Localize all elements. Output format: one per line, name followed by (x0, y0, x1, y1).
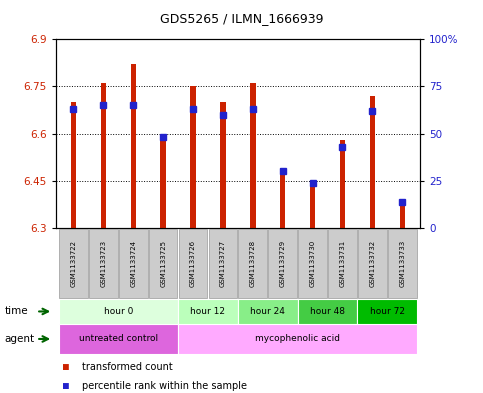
Bar (179, 229, 207, 298)
Text: hour 0: hour 0 (104, 307, 133, 316)
Text: hour 72: hour 72 (370, 307, 405, 316)
Text: transformed count: transformed count (82, 362, 173, 373)
Text: GSM1133727: GSM1133727 (220, 240, 226, 287)
Bar (209, 229, 237, 298)
Text: percentile rank within the sample: percentile rank within the sample (82, 381, 247, 391)
Text: time: time (5, 307, 28, 316)
Bar (178, 324, 417, 354)
Text: untreated control: untreated control (79, 334, 158, 343)
Text: GSM1133729: GSM1133729 (280, 240, 286, 287)
Text: GSM1133733: GSM1133733 (399, 240, 405, 287)
Bar (369, 96, 375, 228)
Text: hour 12: hour 12 (190, 307, 226, 316)
Bar (310, 184, 315, 228)
Bar (388, 229, 417, 298)
Text: ■: ■ (63, 381, 69, 391)
Bar (220, 102, 226, 228)
Bar (100, 83, 106, 228)
Text: GSM1133732: GSM1133732 (369, 240, 375, 287)
Bar (280, 168, 285, 228)
Text: GSM1133722: GSM1133722 (71, 240, 76, 287)
Bar (357, 299, 417, 324)
Bar (71, 102, 76, 228)
Bar (119, 229, 148, 298)
Bar (130, 64, 136, 228)
Bar (149, 229, 177, 298)
Text: mycophenolic acid: mycophenolic acid (255, 334, 340, 343)
Bar (250, 83, 256, 228)
Bar (298, 299, 357, 324)
Bar (160, 134, 166, 228)
Text: GSM1133725: GSM1133725 (160, 240, 166, 287)
Text: hour 48: hour 48 (310, 307, 345, 316)
Text: GSM1133730: GSM1133730 (310, 240, 315, 287)
Text: GDS5265 / ILMN_1666939: GDS5265 / ILMN_1666939 (160, 12, 323, 25)
Bar (358, 229, 387, 298)
Bar (238, 299, 298, 324)
Text: GSM1133726: GSM1133726 (190, 240, 196, 287)
Bar (239, 229, 267, 298)
Bar (89, 229, 118, 298)
Bar (58, 299, 178, 324)
Bar (328, 229, 357, 298)
Text: ■: ■ (63, 362, 69, 373)
Bar (298, 229, 327, 298)
Text: GSM1133724: GSM1133724 (130, 240, 136, 287)
Bar (399, 203, 405, 228)
Bar (178, 299, 238, 324)
Text: GSM1133731: GSM1133731 (340, 240, 345, 287)
Bar (58, 324, 178, 354)
Bar (340, 140, 345, 228)
Text: GSM1133728: GSM1133728 (250, 240, 256, 287)
Bar (190, 86, 196, 228)
Bar (59, 229, 88, 298)
Text: hour 24: hour 24 (250, 307, 285, 316)
Text: GSM1133723: GSM1133723 (100, 240, 106, 287)
Text: agent: agent (5, 334, 35, 344)
Bar (269, 229, 297, 298)
